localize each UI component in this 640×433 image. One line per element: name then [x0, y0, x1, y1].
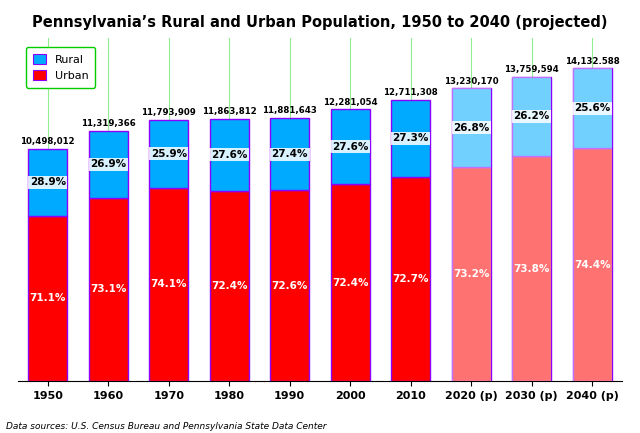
- Text: 71.1%: 71.1%: [29, 294, 66, 304]
- Text: 26.2%: 26.2%: [513, 111, 550, 122]
- Bar: [512, 77, 551, 156]
- Bar: [391, 100, 430, 177]
- Text: 11,793,909: 11,793,909: [141, 108, 196, 117]
- Bar: [573, 68, 612, 149]
- Text: 11,319,366: 11,319,366: [81, 119, 136, 128]
- Text: 72.4%: 72.4%: [211, 281, 248, 291]
- Text: 27.3%: 27.3%: [392, 133, 429, 143]
- Text: 13,230,170: 13,230,170: [444, 77, 499, 86]
- Text: 73.8%: 73.8%: [513, 264, 550, 274]
- Text: Data sources: U.S. Census Bureau and Pennsylvania State Data Center: Data sources: U.S. Census Bureau and Pen…: [6, 422, 327, 431]
- Text: 25.9%: 25.9%: [150, 149, 187, 159]
- Text: 14,132.588: 14,132.588: [565, 57, 620, 66]
- Text: 74.4%: 74.4%: [574, 260, 611, 270]
- Bar: [209, 119, 249, 191]
- Bar: [573, 149, 612, 381]
- Bar: [330, 184, 370, 381]
- Bar: [28, 149, 67, 216]
- Text: 11,881,643: 11,881,643: [262, 107, 317, 116]
- Text: 25.6%: 25.6%: [574, 103, 611, 113]
- Text: 26.8%: 26.8%: [453, 123, 490, 132]
- Text: 72.7%: 72.7%: [392, 274, 429, 284]
- Text: 27.6%: 27.6%: [332, 142, 369, 152]
- Bar: [452, 88, 491, 167]
- Bar: [149, 187, 188, 381]
- Text: 72.6%: 72.6%: [271, 281, 308, 291]
- Bar: [512, 77, 551, 156]
- Bar: [330, 109, 370, 184]
- Bar: [88, 131, 128, 198]
- Text: 12,281,054: 12,281,054: [323, 98, 378, 107]
- Bar: [270, 190, 309, 381]
- Text: 26.9%: 26.9%: [90, 159, 126, 169]
- Title: Pennsylvania’s Rural and Urban Population, 1950 to 2040 (projected): Pennsylvania’s Rural and Urban Populatio…: [32, 15, 608, 30]
- Text: 12,711,308: 12,711,308: [383, 88, 438, 97]
- Bar: [88, 198, 128, 381]
- Text: 74.1%: 74.1%: [150, 279, 187, 289]
- Text: 73.1%: 73.1%: [90, 284, 127, 294]
- Bar: [573, 68, 612, 149]
- Legend: Rural, Urban: Rural, Urban: [26, 47, 95, 87]
- Bar: [270, 118, 309, 190]
- Text: 72.4%: 72.4%: [332, 278, 369, 288]
- Bar: [391, 177, 430, 381]
- Text: 28.9%: 28.9%: [29, 177, 66, 187]
- Bar: [512, 156, 551, 381]
- Text: 27.6%: 27.6%: [211, 150, 248, 160]
- Text: 27.4%: 27.4%: [271, 149, 308, 159]
- Bar: [209, 191, 249, 381]
- Bar: [452, 167, 491, 381]
- Bar: [149, 120, 188, 187]
- Bar: [512, 156, 551, 381]
- Text: 11,863,812: 11,863,812: [202, 107, 257, 116]
- Text: 73.2%: 73.2%: [453, 269, 490, 279]
- Bar: [573, 149, 612, 381]
- Text: 13,759,594: 13,759,594: [504, 65, 559, 74]
- Bar: [28, 216, 67, 381]
- Bar: [452, 167, 491, 381]
- Bar: [452, 88, 491, 167]
- Text: 10,498,012: 10,498,012: [20, 137, 75, 146]
